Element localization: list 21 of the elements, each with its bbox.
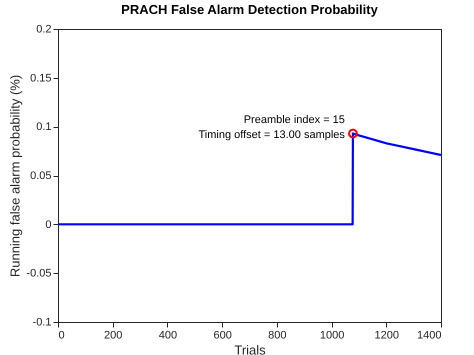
y-tick-label: 0.2: [36, 24, 52, 36]
x-tick-label: 200: [104, 330, 122, 342]
annotation: Preamble index = 15: [244, 114, 345, 126]
line-series: [56, 132, 442, 226]
y-axis-title: Running false alarm probability (%): [7, 74, 22, 278]
y-tick-label: 0.15: [30, 72, 52, 84]
x-axis-title: Trials: [234, 342, 266, 355]
x-tick-label: 600: [213, 330, 232, 342]
y-tick-label: -0.05: [26, 268, 52, 280]
x-tick-label: 400: [158, 330, 178, 342]
y-tick-label: 0: [45, 218, 52, 231]
chart-title: PRACH False Alarm Detection Probability: [121, 2, 379, 17]
x-tick-label: 1200: [374, 330, 400, 342]
y-tick-label: 0.1: [36, 121, 52, 134]
x-tick-label: 1400: [417, 330, 442, 342]
y-tick-label: 0.05: [30, 170, 52, 182]
x-tick-label: 1000: [320, 330, 344, 342]
annotation: Timing offset = 13.00 samples: [198, 129, 346, 142]
x-tick-label: 800: [268, 330, 287, 342]
y-tick-label: -0.1: [32, 316, 52, 328]
x-tick-label: 0: [58, 330, 65, 342]
